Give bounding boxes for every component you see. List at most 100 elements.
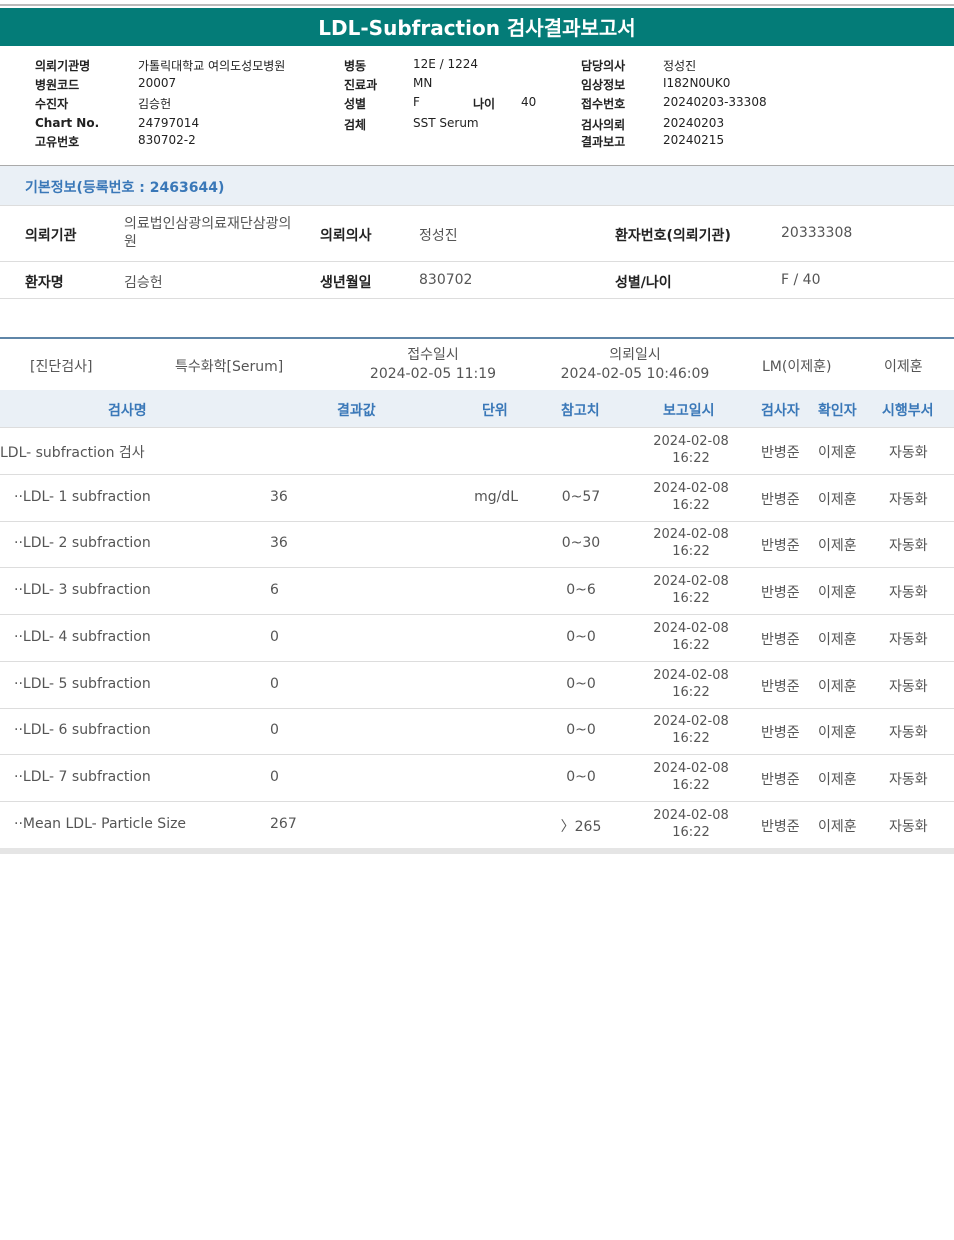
ref-range: 0~0 (566, 722, 596, 739)
unit: mg/dL (474, 488, 518, 505)
test-name: ··LDL- 7 subfraction (14, 768, 151, 785)
meta-label: 결과보고 (581, 135, 626, 149)
meta-label: 진료과 (344, 78, 378, 92)
top-border (0, 4, 954, 6)
meta-value: MN (413, 76, 433, 90)
category: [진단검사] (30, 359, 93, 375)
dept: 자동화 (889, 491, 928, 508)
table-row: LDL- subfraction 검사 2024-02-08 16:22 반병준 이제훈… (0, 428, 954, 475)
tester: 반병준 (761, 771, 800, 788)
meta-value: 12E / 1224 (413, 57, 479, 71)
meta-label: 성별 (344, 97, 367, 111)
result-value: 0 (270, 768, 279, 785)
tester: 반병준 (761, 445, 800, 461)
doc-value: 정성진 (419, 228, 458, 244)
requested-value: 2024-02-05 10:46:09 (560, 366, 710, 382)
report-time: 16:22 (672, 637, 710, 653)
confirmer: 이제훈 (818, 631, 857, 648)
test-name: ··LDL- 5 subfraction (14, 675, 151, 692)
ref-range: 0~0 (566, 768, 596, 785)
test-name: LDL- subfraction 검사 (0, 445, 145, 461)
tester: 반병준 (761, 678, 800, 695)
dept: 자동화 (889, 678, 928, 695)
table-row: ··LDL- 6 subfraction 0 0~0 2024-02-08 16:22 반… (0, 708, 954, 756)
tester: 반병준 (761, 631, 800, 648)
ref-range: 0~0 (566, 628, 596, 645)
meta-label: 병동 (344, 59, 367, 73)
result-value: 6 (270, 582, 279, 599)
report-date: 2024-02-08 (653, 434, 729, 449)
subcategory: 특수화학[Serum] (175, 359, 284, 375)
confirmer: 이제훈 (818, 538, 857, 555)
group-confirmer: 이제훈 (884, 359, 923, 375)
meta-value: 정성진 (663, 59, 697, 73)
result-value: 36 (270, 535, 288, 552)
meta-label: 검체 (344, 118, 367, 132)
meta-label: 병원코드 (35, 78, 80, 92)
report-date: 2024-02-08 (653, 807, 729, 823)
report-date: 2024-02-08 (653, 667, 729, 683)
result-value: 36 (270, 488, 288, 505)
col-report-date: 보고일시 (663, 403, 715, 419)
tester: 반병준 (761, 585, 800, 602)
col-unit: 단위 (482, 403, 508, 419)
meta-label: Chart No. (35, 116, 100, 130)
meta-value: 20240215 (663, 133, 725, 147)
requested-at: 의뢰일시 2024-02-05 10:46:09 (550, 346, 720, 384)
table-row: ··LDL- 1 subfraction 36 mg/dL 0~57 2024-02-0… (0, 475, 954, 522)
report-time: 16:22 (672, 497, 710, 513)
table-row: ··LDL- 2 subfraction 36 0~30 2024-02-08 16:2… (0, 521, 954, 569)
meta-label: 임상정보 (581, 78, 626, 92)
table-footer (0, 848, 954, 854)
table-row: ··LDL- 4 subfraction 0 0~0 2024-02-08 16:22 반… (0, 615, 954, 662)
meta-value: 20007 (138, 76, 177, 90)
age-value: 40 (521, 95, 537, 109)
basic-info-title: 기본정보(등록번호 : 2463644) (25, 180, 225, 196)
divider (0, 165, 954, 166)
confirmer: 이제훈 (818, 585, 857, 602)
test-name: ··Mean LDL- Particle Size (14, 815, 187, 832)
meta-value: 가톨릭대학교 여의도성모병원 (138, 59, 286, 73)
meta-label: 수진자 (35, 97, 69, 111)
dept: 자동화 (889, 725, 928, 742)
meta-label: 담당의사 (581, 59, 626, 73)
report-time: 16:22 (672, 591, 710, 607)
meta-value: 24797014 (138, 116, 200, 130)
tester: 반병준 (761, 818, 800, 835)
meta-label: 고유번호 (35, 135, 80, 149)
tester: 반병준 (761, 725, 800, 742)
received-value: 2024-02-05 11:19 (369, 366, 497, 382)
confirmer: 이제훈 (818, 491, 857, 508)
report-time: 16:22 (672, 684, 710, 700)
inst-value: 의료법인삼광의료재단삼광의원 (124, 216, 292, 250)
meta-value: 20240203 (663, 116, 725, 130)
test-name: ··LDL- 6 subfraction (14, 722, 151, 739)
confirmer: 이제훈 (818, 771, 857, 788)
pno-label: 환자번호(의뢰기관) (615, 228, 731, 244)
dept: 자동화 (889, 585, 928, 602)
test-name: ··LDL- 3 subfraction (14, 582, 151, 599)
report-time: 16:22 (672, 544, 710, 560)
report-time: 16:22 (672, 451, 710, 466)
pno-value: 20333308 (781, 225, 853, 241)
dept: 자동화 (889, 538, 928, 555)
ref-range: 0~57 (561, 488, 601, 505)
received-label: 접수일시 (407, 347, 459, 363)
report-title: LDL-Subfraction 검사결과보고서 (0, 8, 954, 46)
age-label: 나이 (473, 97, 496, 111)
col-result: 결과값 (337, 403, 376, 419)
report-date: 2024-02-08 (653, 620, 729, 636)
sex-label: 성별/나이 (615, 275, 672, 291)
divider (0, 298, 954, 299)
basic-info-header: 기본정보(등록번호 : 2463644) (0, 166, 954, 206)
report-date: 2024-02-08 (653, 574, 729, 590)
name-label: 환자명 (25, 275, 64, 291)
dept: 자동화 (889, 445, 928, 461)
meta-label: 접수번호 (581, 97, 626, 111)
table-row: ··LDL- 5 subfraction 0 0~0 2024-02-08 16:22 반… (0, 662, 954, 709)
report-date: 2024-02-08 (653, 480, 729, 496)
sex-value: F / 40 (781, 272, 821, 288)
col-tester: 검사자 (761, 403, 800, 419)
meta-value: 김승헌 (138, 97, 172, 111)
ref-range: 0~6 (566, 582, 596, 599)
